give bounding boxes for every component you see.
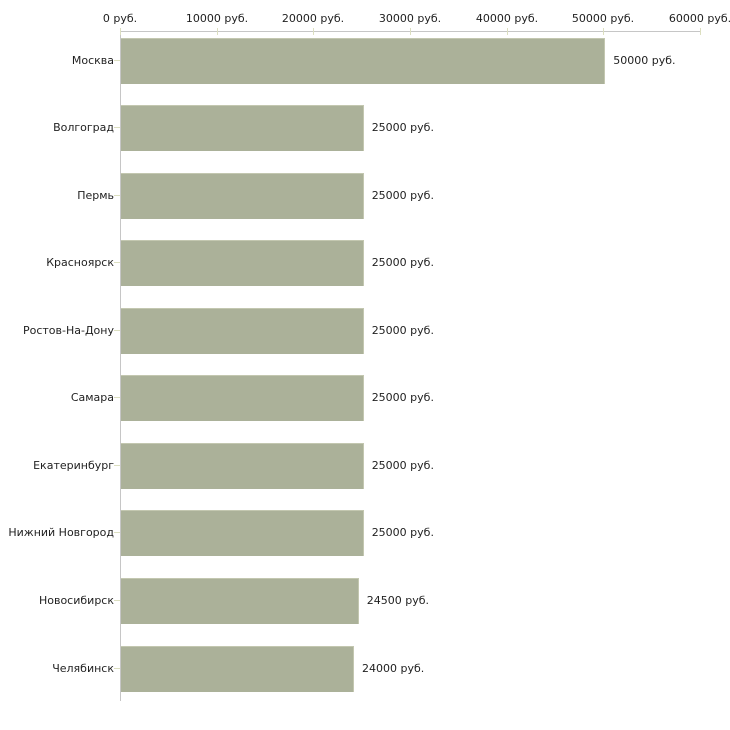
y-tick-mark [114, 127, 120, 128]
category-label: Москва [71, 54, 114, 67]
bar [121, 172, 364, 219]
category-label: Красноярск [46, 256, 114, 269]
category-label: Волгоград [53, 121, 114, 134]
bar-row: Челябинск 24000 руб. [0, 645, 730, 692]
bar [121, 442, 364, 489]
x-axis-label: 40000 руб. [475, 12, 539, 25]
bar [121, 307, 364, 354]
bar-row: Пермь 25000 руб. [0, 172, 730, 219]
value-label: 25000 руб. [371, 324, 434, 337]
category-label: Новосибирск [38, 594, 114, 607]
value-label: 25000 руб. [371, 459, 434, 472]
y-tick-mark [114, 600, 120, 601]
x-tick-mark [603, 28, 604, 35]
category-label: Самара [70, 391, 114, 404]
y-tick-mark [114, 330, 120, 331]
category-label: Челябинск [52, 662, 114, 675]
x-axis-label: 50000 руб. [571, 12, 635, 25]
y-tick-mark [114, 668, 120, 669]
bar [121, 374, 364, 421]
bar-row: Ростов-На-Дону 25000 руб. [0, 307, 730, 354]
x-tick-mark [700, 28, 701, 35]
category-label: Екатеринбург [33, 459, 114, 472]
y-tick-mark [114, 397, 120, 398]
value-label: 24000 руб. [362, 662, 425, 675]
bar-row: Волгоград 25000 руб. [0, 104, 730, 151]
value-label: 50000 руб. [613, 54, 676, 67]
category-label: Нижний Новгород [8, 526, 114, 539]
x-tick-mark [217, 28, 218, 35]
x-axis-label: 20000 руб. [281, 12, 345, 25]
bar-row: Москва 50000 руб. [0, 37, 730, 84]
value-label: 25000 руб. [371, 526, 434, 539]
bar-row: Нижний Новгород 25000 руб. [0, 509, 730, 556]
y-tick-mark [114, 262, 120, 263]
value-label: 24500 руб. [366, 594, 430, 607]
y-tick-mark [114, 60, 120, 61]
x-tick-mark [507, 28, 508, 35]
bar [121, 645, 354, 692]
bar [121, 37, 606, 84]
value-label: 25000 руб. [371, 121, 434, 134]
category-label: Пермь [77, 189, 114, 202]
bar [121, 104, 364, 151]
bar [121, 239, 364, 286]
category-label: Ростов-На-Дону [22, 324, 114, 337]
y-tick-mark [114, 532, 120, 533]
x-tick-mark [120, 28, 121, 35]
x-axis-label: 60000 руб. [668, 12, 730, 25]
x-tick-mark [410, 28, 411, 35]
x-tick-mark [313, 28, 314, 35]
bar-row: Красноярск 25000 руб. [0, 239, 730, 286]
bar [121, 509, 364, 556]
y-tick-mark [114, 195, 120, 196]
bar [121, 577, 359, 624]
y-tick-mark [114, 465, 120, 466]
bar-row: Новосибирск 24500 руб. [0, 577, 730, 624]
value-label: 25000 руб. [371, 391, 434, 404]
y-axis-line [120, 31, 121, 701]
x-axis-label: 30000 руб. [378, 12, 442, 25]
value-label: 25000 руб. [371, 189, 434, 202]
bar-row: Екатеринбург 25000 руб. [0, 442, 730, 489]
value-label: 25000 руб. [371, 256, 434, 269]
x-axis-label: 0 руб. [102, 12, 138, 25]
bar-row: Самара 25000 руб. [0, 374, 730, 421]
x-axis-label: 10000 руб. [185, 12, 249, 25]
